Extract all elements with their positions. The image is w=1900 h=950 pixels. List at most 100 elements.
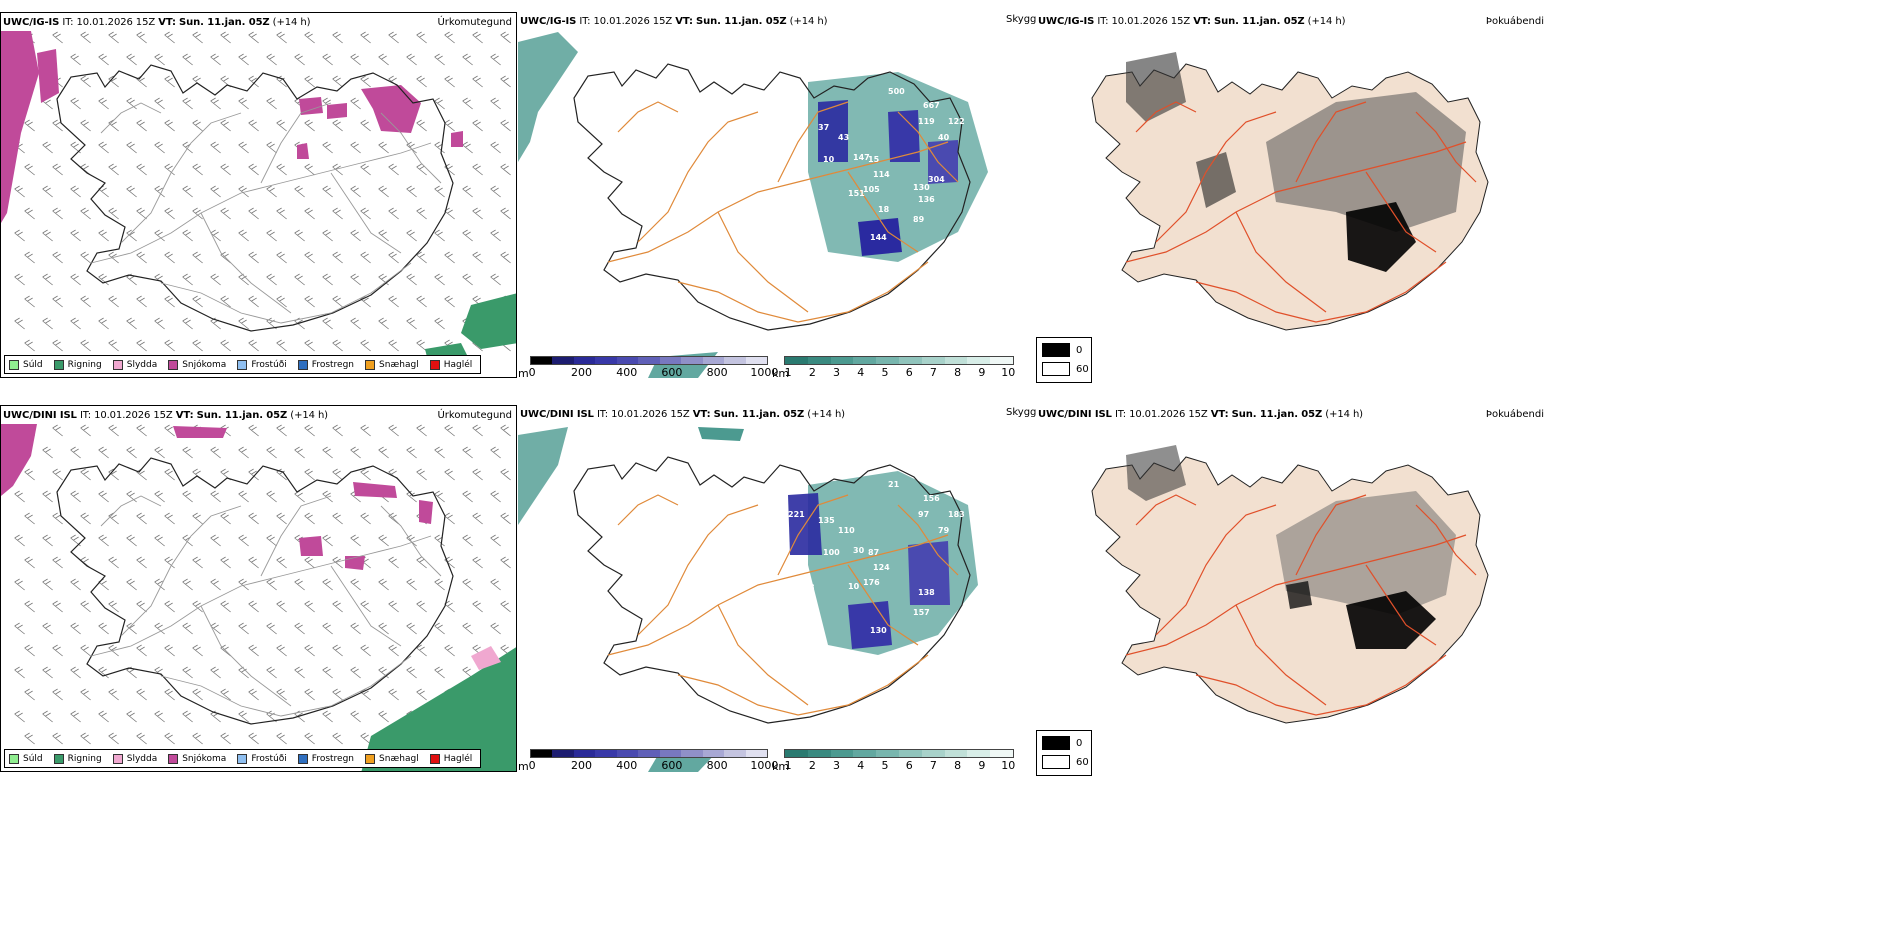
wind-barb bbox=[154, 185, 165, 198]
ceiling-value-label: 114 bbox=[873, 170, 890, 179]
wind-barb bbox=[80, 512, 91, 525]
snow-area bbox=[345, 556, 365, 570]
wind-barb bbox=[52, 512, 63, 525]
road-line bbox=[380, 112, 442, 184]
rain-area bbox=[361, 647, 516, 771]
wind-barb bbox=[434, 141, 445, 154]
colorbar-tick-label: 9 bbox=[978, 759, 986, 772]
wind-barb bbox=[266, 97, 277, 110]
fog-legend-label: 0 bbox=[1076, 737, 1083, 749]
wind-barb bbox=[164, 251, 175, 264]
colorbar-swatch bbox=[552, 357, 574, 364]
wind-barb bbox=[322, 446, 333, 459]
ceiling-value-label: 87 bbox=[868, 548, 879, 557]
wind-barbs bbox=[14, 424, 511, 745]
colorbar-swatch bbox=[876, 357, 899, 364]
ceiling-value-label: 304 bbox=[928, 175, 945, 184]
wind-barb bbox=[192, 556, 203, 569]
legend-swatch bbox=[237, 753, 248, 764]
wind-barb bbox=[80, 732, 91, 745]
wind-barb bbox=[378, 446, 389, 459]
wind-barb bbox=[70, 578, 81, 591]
ceiling-value-label: 147 bbox=[853, 153, 870, 162]
wind-barb bbox=[332, 644, 343, 657]
wind-barb bbox=[472, 31, 483, 44]
wind-barb bbox=[388, 556, 399, 569]
colorbar-swatch bbox=[807, 357, 831, 364]
road-network bbox=[1125, 101, 1477, 323]
wind-barb bbox=[52, 31, 63, 44]
wind-barb bbox=[192, 163, 203, 176]
lead-time: (+14 h) bbox=[290, 410, 328, 421]
wind-barb bbox=[276, 339, 287, 352]
wind-barb bbox=[98, 273, 109, 286]
fog-area bbox=[1346, 202, 1416, 272]
road-network bbox=[607, 494, 959, 716]
wind-barb bbox=[322, 666, 333, 679]
ceiling-value-label: 667 bbox=[923, 101, 940, 110]
ceiling-area bbox=[818, 100, 848, 162]
legend-item: Slydda bbox=[112, 753, 157, 764]
wind-barb bbox=[210, 578, 221, 591]
wind-barb bbox=[444, 75, 455, 88]
fog-area bbox=[1196, 152, 1236, 208]
wind-barb bbox=[388, 688, 399, 701]
wind-barb bbox=[182, 53, 193, 66]
wind-barb bbox=[52, 163, 63, 176]
colorbar-swatch bbox=[830, 357, 854, 364]
colorbar-tick-label: 4 bbox=[857, 759, 865, 772]
legend-label: Haglél bbox=[443, 359, 473, 370]
wind-barb bbox=[294, 446, 305, 459]
legend-label: Snæhagl bbox=[379, 359, 419, 370]
wind-barb bbox=[350, 141, 361, 154]
wind-barb bbox=[388, 163, 399, 176]
wind-barb bbox=[42, 317, 53, 330]
wind-barb bbox=[210, 229, 221, 242]
colorbar-tick-label: 600 bbox=[661, 366, 683, 378]
wind-barb bbox=[360, 732, 371, 745]
road-line bbox=[1365, 564, 1437, 646]
road-line bbox=[120, 505, 242, 637]
wind-barb bbox=[266, 446, 277, 459]
field-title: Úrkomutegund bbox=[437, 410, 512, 421]
snow-area bbox=[299, 97, 323, 115]
wind-barb bbox=[248, 424, 259, 437]
wind-barb bbox=[500, 31, 511, 44]
road-line bbox=[607, 141, 949, 263]
ceiling-value-label: 10 bbox=[823, 155, 835, 164]
wind-barb bbox=[434, 622, 445, 635]
wind-barb bbox=[388, 600, 399, 613]
wind-barb bbox=[332, 295, 343, 308]
wind-barb bbox=[350, 229, 361, 242]
wind-barb bbox=[108, 732, 119, 745]
wind-barb bbox=[248, 556, 259, 569]
wind-barb bbox=[304, 295, 315, 308]
wind-barb bbox=[154, 446, 165, 459]
wind-barb bbox=[332, 688, 343, 701]
road-line bbox=[777, 494, 849, 576]
ceiling-value-label: 18 bbox=[878, 205, 890, 214]
it-label: IT: bbox=[596, 409, 608, 420]
road-line bbox=[90, 535, 432, 657]
field-title: Skyggni bbox=[1006, 14, 1046, 25]
wind-barb bbox=[24, 644, 35, 657]
model-name: UWC/DINI ISL bbox=[3, 410, 77, 421]
wind-barb bbox=[332, 31, 343, 44]
wind-barb bbox=[500, 75, 511, 88]
wind-barb bbox=[444, 468, 455, 481]
precip-legend: Súld Rigning Slydda Snjókoma Frostúði Frostre… bbox=[4, 749, 482, 768]
wind-barb bbox=[98, 666, 109, 679]
wind-barb bbox=[332, 600, 343, 613]
road-line bbox=[1195, 261, 1447, 323]
iceland-coast bbox=[573, 63, 971, 331]
wind-barb bbox=[136, 339, 147, 352]
ceiling-value-label: 151 bbox=[848, 189, 865, 198]
wind-barb bbox=[238, 185, 249, 198]
wind-barb bbox=[136, 424, 147, 437]
wind-barb bbox=[322, 490, 333, 503]
wind-barb bbox=[462, 446, 473, 459]
wind-barb bbox=[182, 273, 193, 286]
ceiling-value-label: 156 bbox=[923, 494, 940, 503]
wind-barb bbox=[126, 490, 137, 503]
wind-barb bbox=[108, 163, 119, 176]
